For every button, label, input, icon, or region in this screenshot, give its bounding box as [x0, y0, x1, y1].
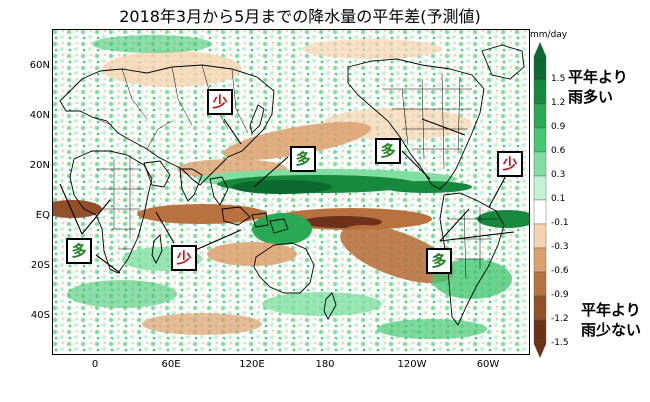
colorbar-segment	[533, 223, 547, 249]
colorbar-segment	[533, 79, 547, 105]
arabia-coast	[143, 160, 171, 188]
callout-more-africa: 多	[66, 238, 92, 264]
colorbar-label: -0.6	[551, 266, 569, 276]
lat-label-20n: 20N	[29, 160, 50, 171]
lon-label-120w: 120W	[397, 359, 427, 370]
lat-label-20s: 20S	[30, 260, 50, 271]
arrow-south-africa	[95, 254, 121, 274]
colorbar-units: mm/day	[530, 30, 568, 40]
arrow-south-america-east	[439, 231, 515, 242]
lon-label-0: 0	[91, 359, 99, 370]
madagascar-coast	[151, 234, 163, 265]
arrow-west-africa	[59, 183, 83, 235]
arrow-east-us	[421, 118, 466, 136]
north-america-coast	[347, 58, 485, 190]
africa-coast	[69, 150, 153, 274]
greenland-coast	[481, 44, 525, 80]
colorbar-label: -1.2	[551, 314, 569, 324]
legend-dry-line1: 平年より	[581, 301, 641, 319]
new-zealand-coast	[323, 292, 337, 320]
borders	[91, 64, 498, 280]
colorbar-label: -0.9	[551, 290, 569, 300]
colorbar-bottom-tip	[534, 344, 546, 358]
arrow-central-africa	[81, 199, 111, 235]
map-title: 2018年3月から5月までの降水量の平年差(予測値)	[119, 7, 481, 26]
colorbar-label: -0.3	[551, 242, 569, 252]
anomaly-patches	[52, 35, 530, 339]
callout-less-east-asia: 少	[207, 89, 233, 115]
callout-less-indian-ocean: 少	[171, 245, 197, 271]
colorbar-segment	[533, 175, 547, 201]
japan-coast	[249, 104, 265, 134]
colorbar-segment	[533, 319, 547, 345]
arrow-east-asia	[223, 118, 242, 145]
colorbar-label: 0.3	[551, 170, 566, 180]
colorbar-segment	[533, 127, 547, 153]
legend-wet-line2: 雨多い	[568, 88, 614, 106]
lon-label-180: 180	[315, 359, 335, 370]
arrow-south-america-north	[439, 208, 470, 242]
colorbar-label: 1.5	[551, 74, 566, 84]
lon-label-60w: 60W	[476, 359, 500, 370]
colorbar-label: 0.1	[551, 194, 566, 204]
lat-label-eq: EQ	[35, 210, 50, 221]
lat-label-40n: 40N	[29, 110, 50, 121]
lon-label-60e: 60E	[161, 359, 181, 370]
maritime-continent-coast	[221, 206, 289, 234]
colorbar-segment	[533, 271, 547, 297]
arrow-north-america	[401, 150, 431, 180]
map-canvas	[52, 29, 530, 355]
legend-wet-line1: 平年より	[568, 68, 628, 86]
colorbar-label: 0.6	[551, 146, 566, 156]
arrow-indian-ocean	[155, 211, 175, 244]
callout-more-south-america: 多	[426, 248, 452, 274]
arrow-western-pacific	[253, 156, 289, 188]
callout-more-north-america: 多	[375, 138, 401, 164]
colorbar-segment	[533, 247, 547, 273]
callout-more-western-pacific: 多	[290, 146, 316, 172]
colorbar-segment	[533, 151, 547, 177]
colorbar-top-tip	[534, 42, 546, 56]
colorbar-segment	[533, 103, 547, 129]
legend-wet: 平年より 雨多い	[568, 67, 628, 107]
colorbar-segment	[533, 199, 547, 225]
colorbar	[533, 42, 547, 358]
europe-asia-coast	[59, 64, 275, 186]
colorbar-label: 1.2	[551, 98, 566, 108]
lat-label-40s: 40S	[30, 310, 50, 321]
colorbar-segment	[533, 295, 547, 321]
legend-dry: 平年より 雨少ない	[581, 300, 641, 340]
colorbar-label: -1.5	[551, 338, 569, 348]
callout-less-caribbean: 少	[497, 151, 523, 177]
lat-label-60n: 60N	[29, 60, 50, 71]
india-coast	[179, 168, 203, 202]
precipitation-anomaly-map	[52, 29, 530, 355]
australia-coast	[253, 242, 315, 294]
colorbar-label: -0.1	[551, 218, 569, 228]
legend-dry-line2: 雨少ない	[581, 321, 642, 339]
colorbar-segment	[533, 55, 547, 81]
arrow-caribbean	[488, 171, 509, 208]
colorbar-label: 0.9	[551, 122, 566, 132]
map-frame	[52, 29, 530, 355]
indochina-coast	[209, 176, 229, 206]
lon-label-120e: 120E	[239, 359, 265, 370]
